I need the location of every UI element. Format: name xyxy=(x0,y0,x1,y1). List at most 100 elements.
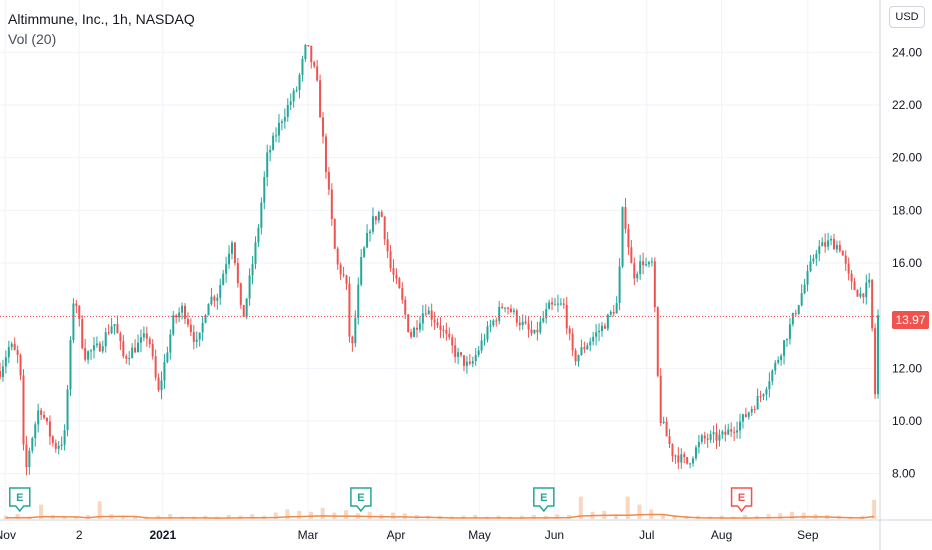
candle-body xyxy=(524,321,527,324)
volume-indicator-label[interactable]: Vol (20) xyxy=(8,31,57,47)
candle-body xyxy=(571,333,574,351)
candle-body xyxy=(762,394,765,397)
volume-bar xyxy=(637,504,642,519)
volume-bar xyxy=(778,513,783,519)
candle-body xyxy=(216,297,219,301)
candle-body xyxy=(298,75,301,91)
candle-body xyxy=(662,421,665,423)
candle-body xyxy=(228,253,231,265)
y-tick-label: 24.00 xyxy=(892,45,922,59)
candle-body xyxy=(404,299,407,315)
currency-label[interactable]: USD xyxy=(889,6,925,28)
candle-body xyxy=(600,325,603,332)
candle-body xyxy=(680,454,683,463)
price-axis[interactable]: 8.0010.0012.0014.0016.0018.0020.0022.002… xyxy=(892,45,922,480)
volume-bar xyxy=(285,509,290,519)
candle-body xyxy=(415,327,418,330)
candle-body xyxy=(92,345,95,351)
candle-body xyxy=(154,356,157,378)
candle-body xyxy=(595,332,598,337)
candle-body xyxy=(568,328,571,334)
candle-body xyxy=(642,261,645,266)
candle-body xyxy=(184,305,187,319)
volume-series xyxy=(3,496,877,519)
candle-body xyxy=(139,337,142,343)
candle-body xyxy=(286,104,289,117)
candle-body xyxy=(251,263,254,276)
candle-body xyxy=(98,343,101,352)
y-tick-label: 18.00 xyxy=(892,203,922,217)
candle-body xyxy=(765,389,768,395)
candle-body xyxy=(830,239,833,241)
volume-bar xyxy=(3,515,8,519)
candle-body xyxy=(192,332,195,342)
volume-ma-line xyxy=(5,513,875,519)
candle-body xyxy=(257,227,260,243)
x-tick-label: Sep xyxy=(797,528,819,542)
volume-bar xyxy=(801,512,806,519)
candle-body xyxy=(342,274,345,276)
candle-body xyxy=(43,414,46,418)
candle-body xyxy=(424,313,427,315)
symbol-title[interactable]: Altimmune, Inc., 1h, NASDAQ xyxy=(8,11,195,27)
candle-body xyxy=(433,319,436,323)
candle-body xyxy=(66,389,69,431)
candle-body xyxy=(107,332,110,334)
candle-body xyxy=(700,435,703,442)
candle-body xyxy=(316,66,319,81)
earnings-marker[interactable]: E xyxy=(9,487,31,513)
candle-body xyxy=(812,258,815,262)
candle-body xyxy=(621,207,624,267)
volume-bar xyxy=(226,515,231,519)
earnings-marker-shape xyxy=(9,487,31,513)
candle-body xyxy=(783,340,786,356)
candle-body xyxy=(172,315,175,335)
volume-bar xyxy=(15,514,20,519)
candle-body xyxy=(395,274,398,279)
candle-body xyxy=(536,329,539,333)
candle-body xyxy=(54,442,57,449)
candle-body xyxy=(1,366,4,377)
candle-body xyxy=(263,177,266,203)
earnings-marker-label: E xyxy=(16,492,23,504)
candle-body xyxy=(236,263,239,284)
candle-body xyxy=(733,431,736,433)
candle-body xyxy=(351,336,354,344)
candle-body xyxy=(131,347,134,359)
candle-body xyxy=(101,346,104,352)
earnings-marker-shape xyxy=(350,487,372,513)
candle-body xyxy=(468,361,471,364)
volume-bar xyxy=(121,515,126,519)
candle-body xyxy=(838,245,841,251)
x-tick-label: 2021 xyxy=(149,528,176,542)
candle-body xyxy=(853,281,856,291)
candle-body xyxy=(289,101,292,105)
x-tick-label: Nov xyxy=(0,528,16,542)
candle-body xyxy=(841,250,844,256)
candle-body xyxy=(548,302,551,310)
candle-body xyxy=(832,239,835,250)
candle-body xyxy=(392,268,395,275)
candle-body xyxy=(507,307,510,309)
time-axis[interactable]: Nov 2 2021 Mar Apr May Jun Jul Aug Sep xyxy=(0,528,819,542)
candle-body xyxy=(480,340,483,351)
candle-body xyxy=(756,396,759,410)
earnings-marker[interactable]: E xyxy=(350,487,372,513)
candle-body xyxy=(119,333,122,342)
candle-body xyxy=(336,248,339,265)
earnings-marker[interactable]: E xyxy=(533,487,555,513)
candle-body xyxy=(145,333,148,339)
volume-bar xyxy=(297,511,302,519)
candle-body xyxy=(207,304,210,316)
candle-body xyxy=(31,438,34,451)
candle-body xyxy=(310,45,313,63)
candle-body xyxy=(348,283,351,337)
candle-body xyxy=(137,342,140,353)
earnings-marker[interactable]: E xyxy=(730,487,753,513)
chart-legend: Altimmune, Inc., 1h, NASDAQ Vol (20) xyxy=(8,9,195,49)
candle-body xyxy=(554,304,557,306)
candle-body xyxy=(313,62,316,67)
candle-body xyxy=(87,351,90,360)
candle-body xyxy=(275,135,278,137)
